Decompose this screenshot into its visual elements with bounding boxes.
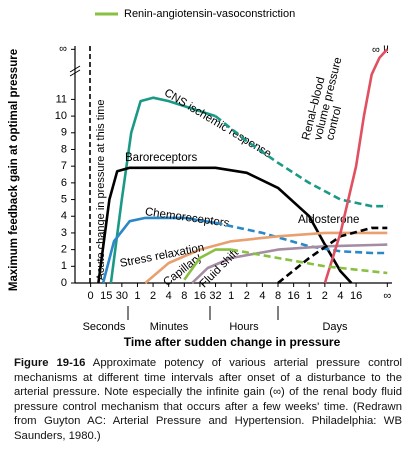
- y-tick-label: 10: [55, 110, 67, 122]
- x-tick-label: 4: [337, 290, 343, 302]
- time-group: Seconds: [83, 321, 126, 333]
- y-tick-label: ∞: [59, 43, 67, 55]
- caption: Figure 19-16 Approximate potency of vari…: [14, 356, 402, 444]
- series-label: Baroreceptors: [125, 152, 197, 164]
- chart: Maximum feedback gain at optimal pressur…: [8, 8, 392, 349]
- x-tick-label: 2: [150, 290, 156, 302]
- y-tick-label: 4: [61, 210, 67, 222]
- acute-label: Acute change in pressure at this time: [95, 100, 107, 281]
- y-tick-label: 11: [56, 93, 67, 105]
- time-group: Minutes: [150, 321, 189, 333]
- x-tick-label: 0: [88, 290, 94, 302]
- x-tick-label: 1: [228, 290, 234, 302]
- y-tick-label: 7: [61, 160, 67, 172]
- axis-break: [69, 65, 81, 73]
- x-tick-label: 4: [259, 290, 265, 302]
- series-line: [214, 115, 388, 208]
- x-tick-label: 1: [134, 290, 140, 302]
- x-tick-label: 30: [116, 290, 128, 302]
- y-tick-label: 3: [61, 227, 67, 239]
- x-tick-label: 32: [209, 290, 221, 302]
- x-tick-label: 16: [194, 290, 206, 302]
- x-tick-label: 2: [322, 290, 328, 302]
- series-label: Chemoreceptors: [144, 206, 230, 230]
- time-group: Days: [322, 321, 348, 333]
- y-axis-title: Maximum feedback gain at optimal pressur…: [8, 49, 20, 291]
- y-tick-label: 1: [61, 260, 67, 272]
- series-line: [215, 221, 388, 255]
- series-line: [109, 96, 216, 284]
- x-tick-label: 8: [275, 290, 281, 302]
- series-line: [101, 216, 216, 284]
- time-group: Hours: [229, 321, 259, 333]
- x-tick-label: 15: [100, 290, 112, 302]
- series-label: Aldosterone: [298, 214, 359, 226]
- axis-break: [69, 69, 81, 77]
- x-tick-label: 16: [287, 290, 299, 302]
- y-tick-label: 6: [61, 177, 67, 189]
- series-line: [183, 248, 232, 281]
- legend-label: Renin-angiotensin-vasoconstriction: [124, 8, 295, 20]
- x-tick-label: 1: [306, 290, 312, 302]
- y-tick-label: 8: [61, 143, 67, 155]
- y-tick-label: 0: [61, 277, 67, 289]
- y-tick-label: 5: [61, 193, 67, 205]
- caption-text: Approximate potency of various arterial …: [14, 357, 402, 442]
- series-line: [230, 248, 388, 275]
- x-tick-label: 8: [181, 290, 187, 302]
- x-tick-label: 2: [244, 290, 250, 302]
- series-label: CNS ischemic response: [162, 87, 273, 160]
- figure-number: Figure 19-16: [14, 357, 86, 369]
- x-axis-title: Time after sudden change in pressure: [124, 335, 341, 349]
- series-line: [323, 48, 389, 284]
- x-tick-label: 4: [166, 290, 172, 302]
- series-line: [144, 231, 388, 284]
- x-tick-label: ∞: [383, 290, 391, 302]
- y-tick-label: 9: [61, 127, 67, 139]
- x-tick-label: 16: [350, 290, 362, 302]
- y-tick-label: 2: [61, 244, 67, 256]
